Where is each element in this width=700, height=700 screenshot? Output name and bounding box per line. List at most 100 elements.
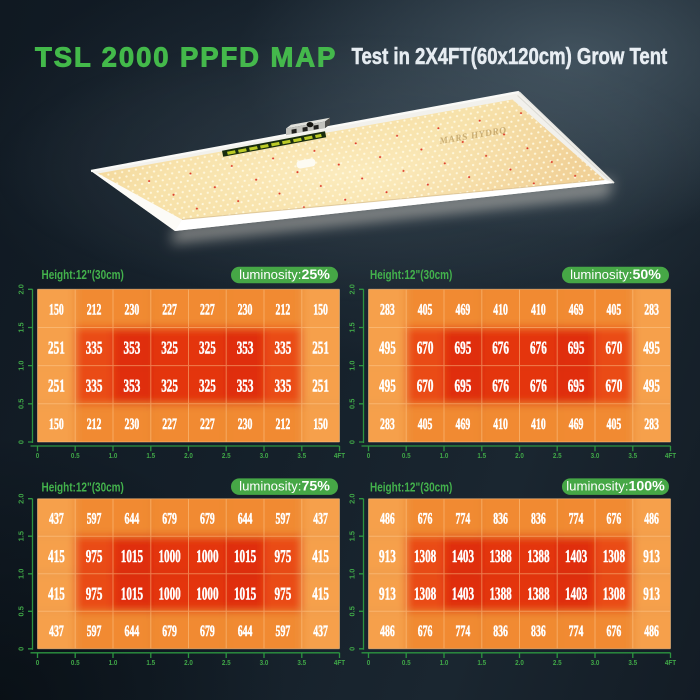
svg-text:597: 597 <box>276 511 291 528</box>
svg-text:325: 325 <box>161 338 178 358</box>
svg-text:1.0: 1.0 <box>17 569 26 579</box>
svg-text:335: 335 <box>86 376 103 396</box>
svg-text:469: 469 <box>456 416 471 433</box>
svg-text:212: 212 <box>276 302 291 319</box>
svg-text:353: 353 <box>237 338 254 358</box>
svg-text:975: 975 <box>86 546 103 566</box>
svg-text:335: 335 <box>86 338 103 358</box>
svg-text:597: 597 <box>87 623 102 640</box>
svg-text:415: 415 <box>312 584 329 604</box>
svg-text:1.5: 1.5 <box>146 453 155 461</box>
svg-text:230: 230 <box>125 302 140 319</box>
svg-text:Height:12"(30cm): Height:12"(30cm) <box>370 269 453 282</box>
svg-text:1308: 1308 <box>603 584 625 604</box>
svg-text:251: 251 <box>48 338 65 358</box>
svg-text:410: 410 <box>531 416 546 433</box>
svg-text:353: 353 <box>237 376 254 396</box>
svg-text:227: 227 <box>200 416 215 433</box>
svg-text:415: 415 <box>48 584 65 604</box>
svg-text:495: 495 <box>643 338 660 358</box>
svg-text:2.0: 2.0 <box>17 284 26 294</box>
svg-text:283: 283 <box>644 416 659 433</box>
svg-text:836: 836 <box>531 623 546 640</box>
svg-text:913: 913 <box>379 546 396 566</box>
svg-text:1000: 1000 <box>158 584 180 604</box>
svg-text:695: 695 <box>568 376 585 396</box>
svg-text:150: 150 <box>49 302 64 319</box>
svg-text:495: 495 <box>643 376 660 396</box>
svg-text:495: 495 <box>379 338 396 358</box>
svg-text:597: 597 <box>87 511 102 528</box>
svg-text:1403: 1403 <box>565 584 587 604</box>
svg-text:251: 251 <box>312 338 329 358</box>
svg-text:251: 251 <box>48 376 65 396</box>
svg-text:luminosity:75%: luminosity:75% <box>239 479 330 495</box>
svg-text:3.5: 3.5 <box>297 453 306 461</box>
svg-text:695: 695 <box>455 338 472 358</box>
svg-text:670: 670 <box>417 338 434 358</box>
svg-text:1.5: 1.5 <box>17 531 26 541</box>
svg-text:1388: 1388 <box>489 546 511 566</box>
svg-text:0.5: 0.5 <box>402 659 411 667</box>
svg-text:3.5: 3.5 <box>297 659 306 667</box>
svg-text:695: 695 <box>568 338 585 358</box>
svg-text:212: 212 <box>87 302 102 319</box>
svg-text:676: 676 <box>492 338 509 358</box>
svg-text:Height:12"(30cm): Height:12"(30cm) <box>42 482 125 495</box>
svg-text:1308: 1308 <box>414 546 436 566</box>
svg-text:2.5: 2.5 <box>222 453 231 461</box>
svg-text:283: 283 <box>380 302 395 319</box>
svg-text:836: 836 <box>531 511 546 528</box>
svg-text:150: 150 <box>313 416 328 433</box>
svg-text:0.5: 0.5 <box>17 606 26 616</box>
svg-text:1.0: 1.0 <box>348 360 357 370</box>
svg-text:0: 0 <box>17 440 26 444</box>
svg-text:0: 0 <box>36 453 40 461</box>
svg-text:227: 227 <box>200 302 215 319</box>
svg-text:836: 836 <box>493 623 508 640</box>
svg-text:676: 676 <box>607 623 622 640</box>
svg-text:2.5: 2.5 <box>553 659 562 667</box>
svg-text:410: 410 <box>531 302 546 319</box>
svg-text:405: 405 <box>607 416 622 433</box>
svg-text:676: 676 <box>607 511 622 528</box>
svg-text:0: 0 <box>348 440 357 444</box>
svg-text:212: 212 <box>87 416 102 433</box>
svg-text:3.0: 3.0 <box>260 453 269 461</box>
svg-text:283: 283 <box>644 302 659 319</box>
svg-text:0.5: 0.5 <box>348 606 357 616</box>
svg-text:230: 230 <box>238 302 253 319</box>
svg-text:2.0: 2.0 <box>184 453 193 461</box>
svg-text:1000: 1000 <box>196 546 218 566</box>
svg-text:4FT: 4FT <box>334 453 346 461</box>
svg-text:676: 676 <box>530 338 547 358</box>
svg-text:Height:12"(30cm): Height:12"(30cm) <box>42 269 125 282</box>
svg-text:0.5: 0.5 <box>71 659 80 667</box>
svg-text:415: 415 <box>48 546 65 566</box>
svg-text:1.0: 1.0 <box>440 659 449 667</box>
svg-text:495: 495 <box>379 376 396 396</box>
svg-text:283: 283 <box>380 416 395 433</box>
svg-text:0: 0 <box>36 659 40 667</box>
svg-text:3.5: 3.5 <box>628 659 637 667</box>
svg-text:1308: 1308 <box>414 584 436 604</box>
svg-text:597: 597 <box>276 623 291 640</box>
svg-text:325: 325 <box>199 376 216 396</box>
svg-text:0.5: 0.5 <box>17 399 26 409</box>
svg-text:486: 486 <box>380 623 395 640</box>
svg-text:1403: 1403 <box>452 546 474 566</box>
svg-text:1.0: 1.0 <box>17 360 26 370</box>
svg-text:0.5: 0.5 <box>402 453 411 461</box>
svg-text:1403: 1403 <box>565 546 587 566</box>
svg-text:913: 913 <box>643 584 660 604</box>
svg-text:1308: 1308 <box>603 546 625 566</box>
svg-text:676: 676 <box>418 623 433 640</box>
svg-text:486: 486 <box>644 623 659 640</box>
svg-text:695: 695 <box>455 376 472 396</box>
svg-text:913: 913 <box>379 584 396 604</box>
svg-text:1.0: 1.0 <box>348 569 357 579</box>
svg-text:469: 469 <box>569 302 584 319</box>
svg-text:150: 150 <box>313 302 328 319</box>
svg-text:774: 774 <box>569 623 584 640</box>
svg-text:0.5: 0.5 <box>71 453 80 461</box>
